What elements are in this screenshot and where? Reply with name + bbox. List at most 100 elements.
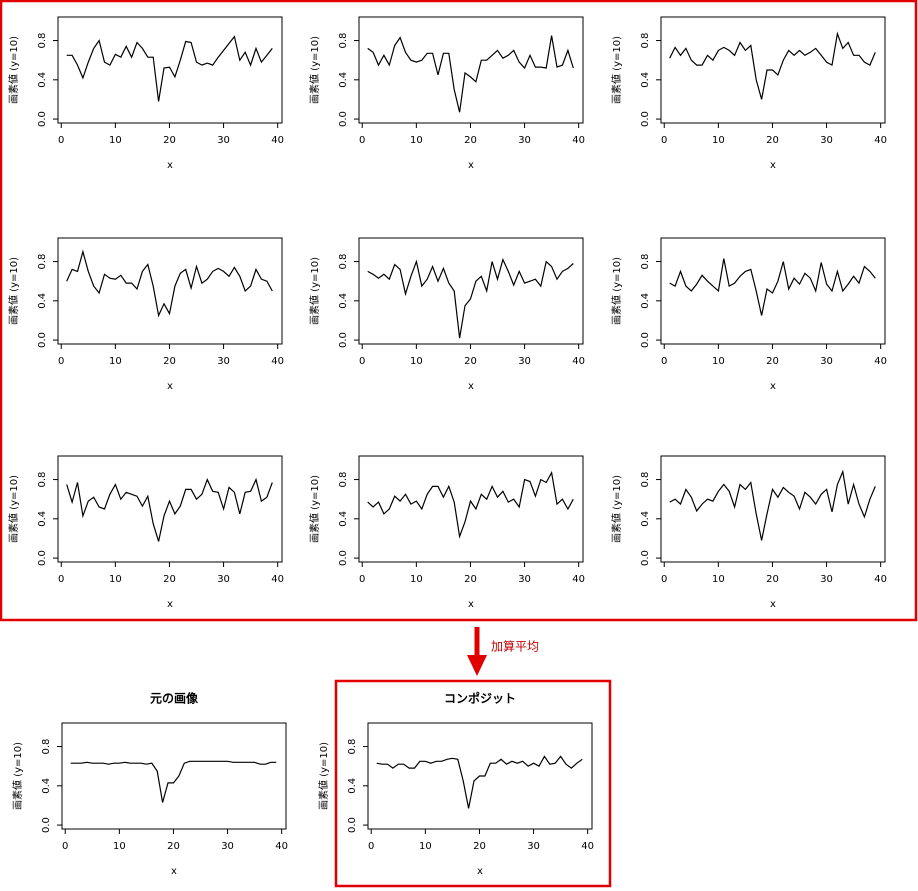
- x-tick-label: 40: [271, 574, 284, 585]
- x-tick-label: 0: [359, 574, 365, 585]
- x-tick-label: 40: [874, 356, 887, 367]
- x-tick-label: 30: [217, 356, 230, 367]
- plot-box: [358, 237, 584, 345]
- x-tick-label: 0: [58, 135, 64, 146]
- y-tick-label: 0.8: [640, 472, 651, 488]
- y-tick-label: 0.0: [640, 332, 651, 348]
- plot-box: [57, 455, 283, 563]
- x-tick-label: 0: [58, 574, 64, 585]
- plot-box: [61, 722, 287, 830]
- chart-title: コンポジット: [444, 691, 516, 706]
- x-axis-label: x: [770, 160, 776, 171]
- plot-box: [358, 16, 584, 124]
- y-axis-label: 画素値 (y=10): [308, 257, 321, 325]
- y-tick-label: 0.0: [37, 550, 48, 566]
- x-tick-label: 20: [766, 356, 779, 367]
- x-tick-label: 0: [368, 841, 374, 852]
- data-line: [367, 257, 574, 339]
- x-tick-label: 10: [419, 841, 432, 852]
- y-tick-label: 0.0: [37, 332, 48, 348]
- y-tick-label: 0.0: [640, 550, 651, 566]
- x-tick-label: 30: [527, 841, 540, 852]
- y-tick-label: 0.4: [41, 778, 52, 794]
- y-tick-label: 0.0: [37, 111, 48, 127]
- x-tick-label: 30: [820, 135, 833, 146]
- x-axis-label: x: [171, 866, 177, 877]
- data-line: [669, 469, 876, 541]
- data-line: [367, 35, 574, 113]
- x-tick-label: 10: [113, 841, 126, 852]
- x-tick-label: 10: [712, 356, 725, 367]
- plot-box: [57, 16, 283, 124]
- y-tick-label: 0.4: [347, 778, 358, 794]
- x-tick-label: 30: [518, 574, 531, 585]
- x-tick-label: 30: [820, 574, 833, 585]
- x-tick-label: 10: [410, 356, 423, 367]
- x-tick-label: 10: [109, 135, 122, 146]
- y-tick-label: 0.4: [37, 511, 48, 527]
- plot-box: [367, 722, 593, 830]
- data-line: [367, 470, 574, 539]
- x-tick-label: 20: [163, 574, 176, 585]
- y-tick-label: 0.8: [41, 739, 52, 755]
- y-tick-label: 0.8: [338, 33, 349, 49]
- y-tick-label: 0.4: [338, 293, 349, 309]
- x-axis-label: x: [167, 160, 173, 171]
- x-tick-label: 40: [572, 574, 585, 585]
- x-tick-label: 20: [473, 841, 486, 852]
- x-tick-label: 10: [109, 574, 122, 585]
- group-frame: [0, 0, 918, 622]
- y-tick-label: 0.0: [338, 550, 349, 566]
- y-tick-label: 0.8: [37, 472, 48, 488]
- data-line: [66, 35, 273, 102]
- y-axis-label: 画素値 (y=10): [610, 475, 623, 543]
- data-line: [669, 258, 876, 316]
- x-axis-label: x: [477, 866, 483, 877]
- x-tick-label: 20: [163, 135, 176, 146]
- data-line: [669, 31, 876, 100]
- y-tick-label: 0.0: [338, 111, 349, 127]
- x-tick-label: 20: [766, 135, 779, 146]
- x-tick-label: 30: [217, 135, 230, 146]
- x-tick-label: 40: [271, 356, 284, 367]
- x-tick-label: 20: [464, 356, 477, 367]
- y-tick-label: 0.8: [640, 33, 651, 49]
- y-axis-label: 画素値 (y=10): [11, 742, 24, 810]
- plot-box: [358, 455, 584, 563]
- plot-box: [660, 237, 886, 345]
- x-axis-label: x: [468, 381, 474, 392]
- x-tick-label: 10: [410, 135, 423, 146]
- x-tick-label: 40: [572, 135, 585, 146]
- x-tick-label: 40: [581, 841, 594, 852]
- x-tick-label: 20: [163, 356, 176, 367]
- x-tick-label: 10: [109, 356, 122, 367]
- x-tick-label: 30: [217, 574, 230, 585]
- x-tick-label: 20: [464, 135, 477, 146]
- x-tick-label: 30: [820, 356, 833, 367]
- annotation: 加算平均: [491, 639, 539, 654]
- y-tick-label: 0.4: [640, 293, 651, 309]
- data-line: [66, 477, 273, 542]
- x-axis-label: x: [167, 381, 173, 392]
- x-axis-label: x: [468, 599, 474, 610]
- x-tick-label: 30: [221, 841, 234, 852]
- y-axis-label: 画素値 (y=10): [7, 475, 20, 543]
- x-tick-label: 40: [874, 574, 887, 585]
- x-axis-label: x: [167, 599, 173, 610]
- x-axis-label: x: [770, 381, 776, 392]
- x-tick-label: 20: [167, 841, 180, 852]
- y-tick-label: 0.4: [338, 72, 349, 88]
- x-tick-label: 0: [661, 356, 667, 367]
- y-tick-label: 0.4: [37, 72, 48, 88]
- x-tick-label: 20: [766, 574, 779, 585]
- chart-title: 元の画像: [150, 691, 199, 706]
- y-axis-label: 画素値 (y=10): [610, 36, 623, 104]
- y-axis-label: 画素値 (y=10): [308, 36, 321, 104]
- x-axis-label: x: [770, 599, 776, 610]
- y-tick-label: 0.4: [37, 293, 48, 309]
- y-tick-label: 0.8: [37, 33, 48, 49]
- x-tick-label: 30: [518, 135, 531, 146]
- x-tick-label: 40: [572, 356, 585, 367]
- y-tick-label: 0.0: [41, 817, 52, 833]
- y-tick-label: 0.0: [347, 817, 358, 833]
